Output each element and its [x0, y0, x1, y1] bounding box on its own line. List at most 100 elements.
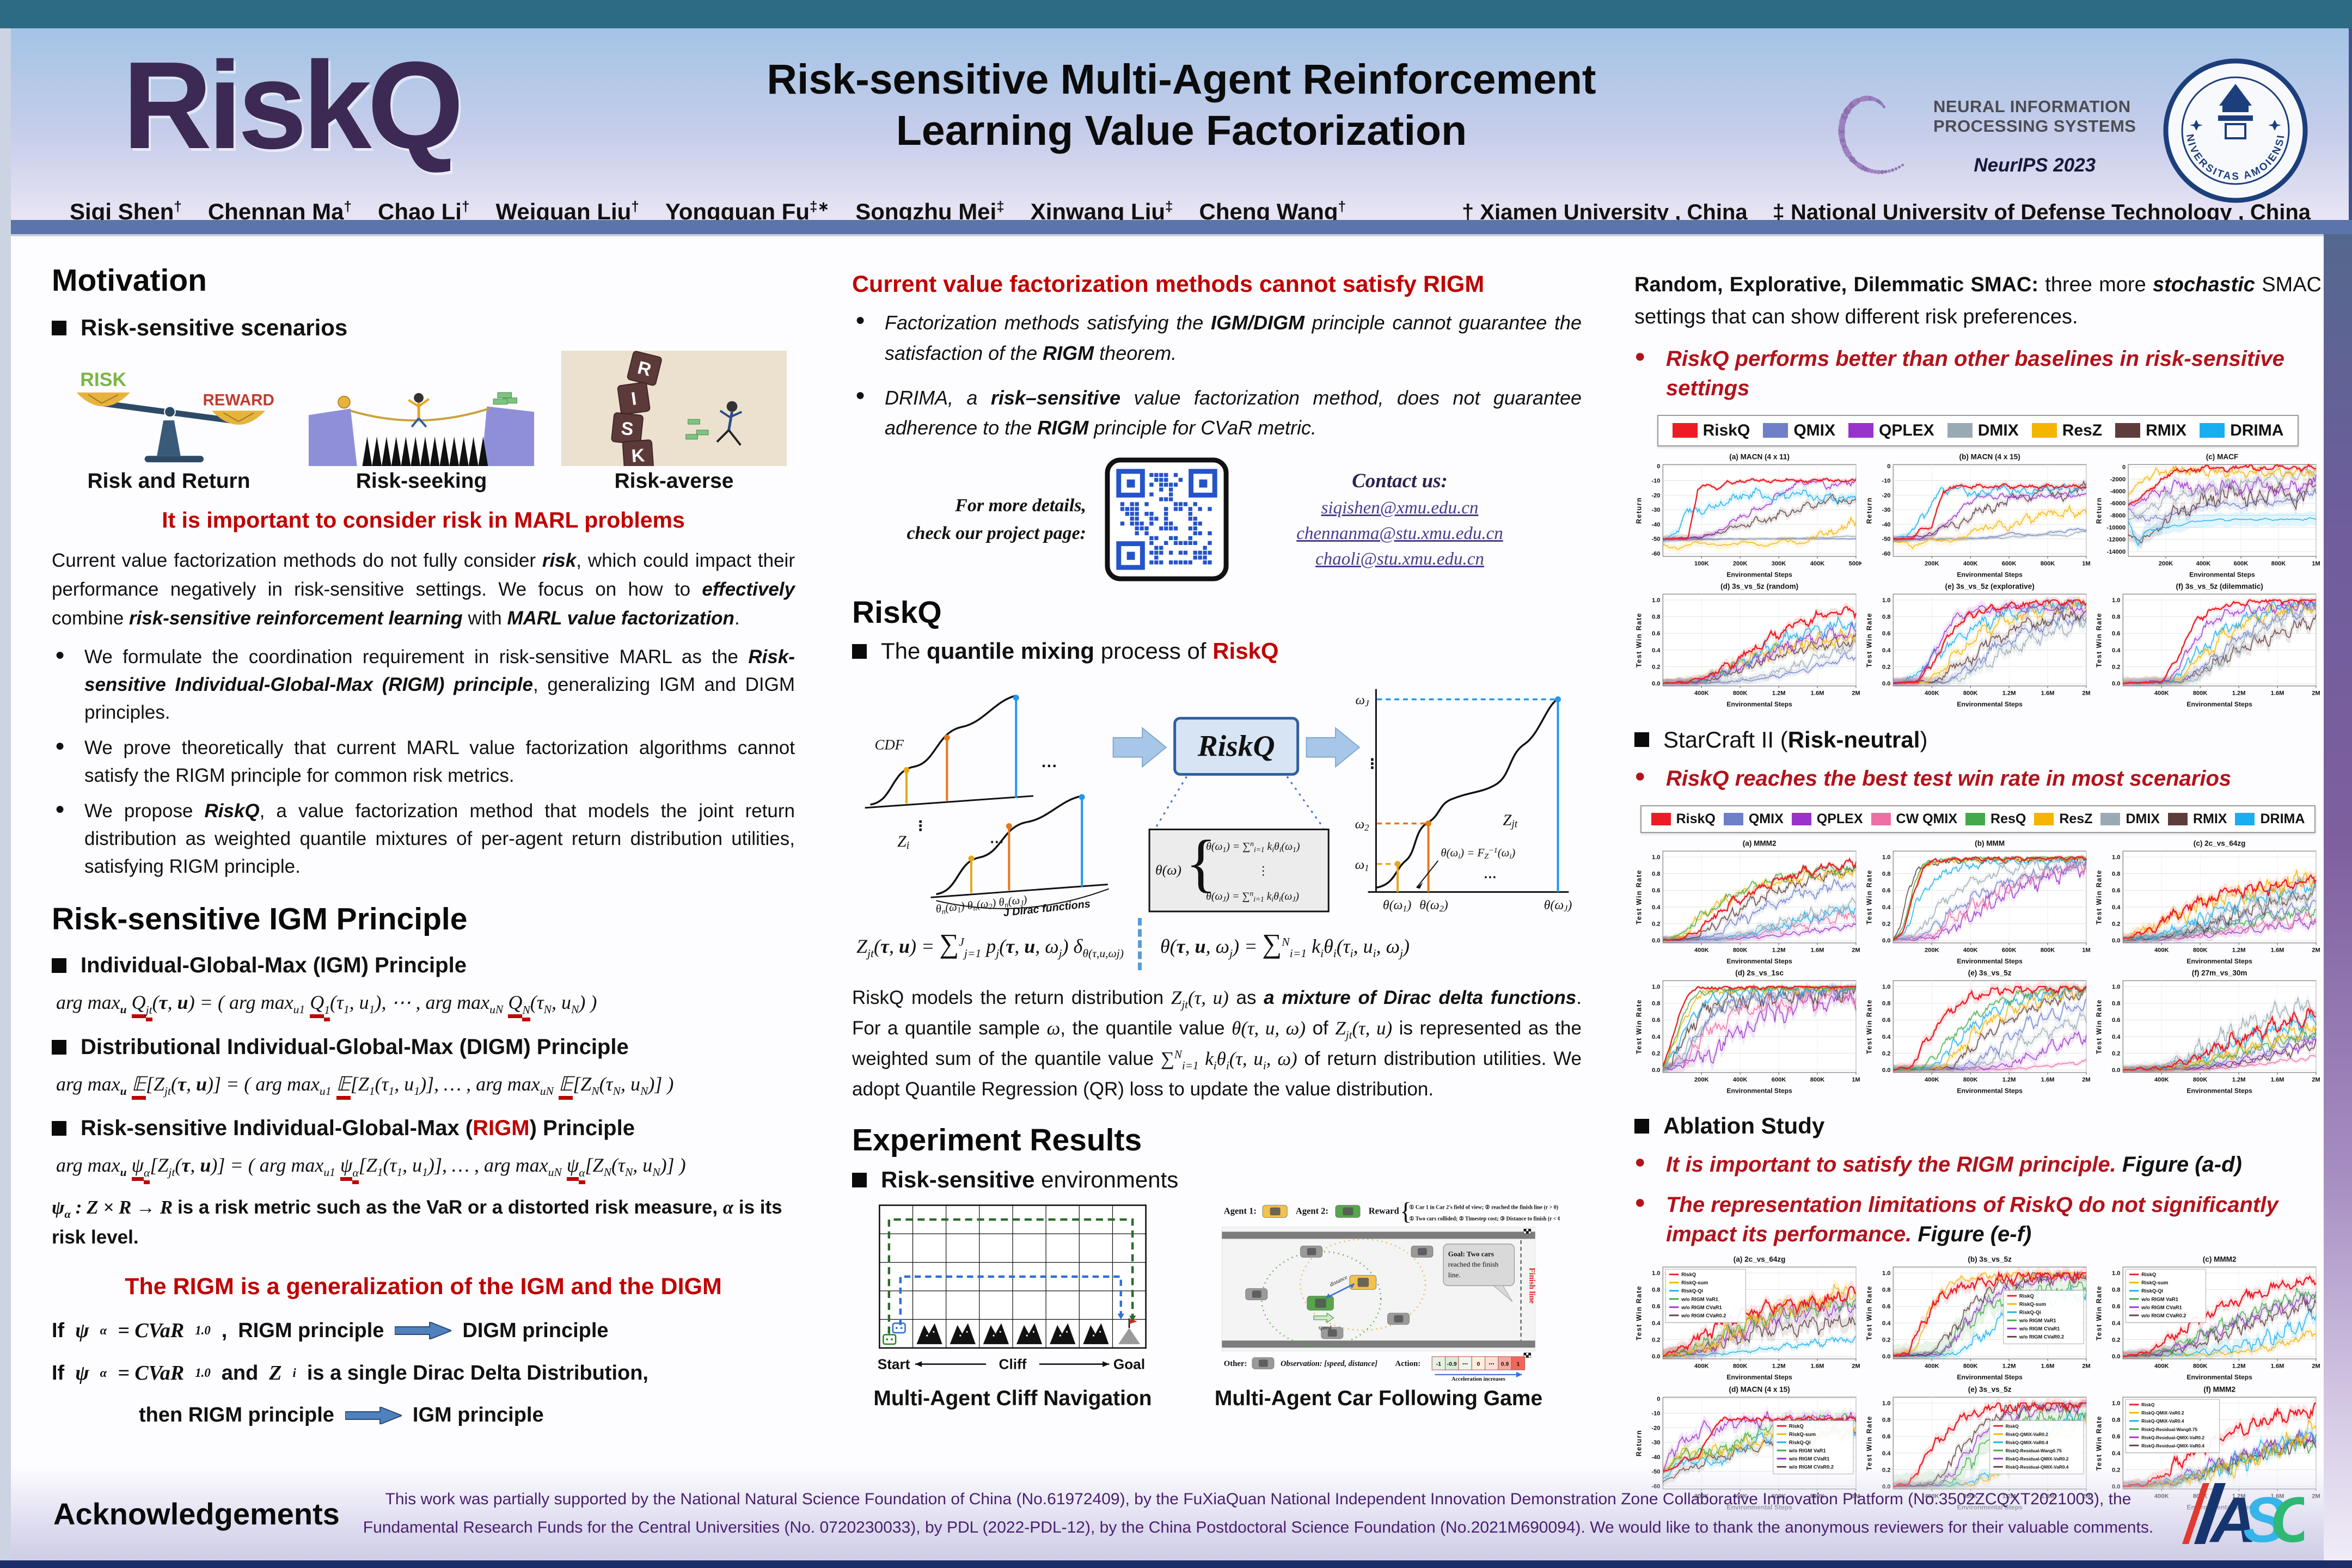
svg-text:800K: 800K	[1963, 1076, 1978, 1083]
qr-code[interactable]	[1105, 457, 1229, 581]
plot--a-macn-4-x-11-: 0 -10 -20 -30 -40 -50 -60 100K 200K 300K 400K 500K (…	[1634, 452, 1861, 580]
right-border	[2324, 234, 2352, 1568]
svg-text:0.4: 0.4	[1652, 1034, 1661, 1040]
svg-text:{: {	[1186, 827, 1217, 899]
svg-text:2M: 2M	[2082, 1076, 2090, 1083]
svg-text:-14000: -14000	[2107, 549, 2126, 555]
starcraft-legend: RiskQ QMIX QPLEX CW QMIX ResQ ResZ DMIX RMIX DRI…	[1640, 805, 2316, 833]
svg-text:(a) MMM2: (a) MMM2	[1743, 839, 1777, 847]
svg-text:0.0: 0.0	[2112, 681, 2120, 687]
svg-text:1.0: 1.0	[2112, 597, 2120, 604]
plot--f-27m-vs-30m: 0.0 0.2 0.4 0.6 0.8 1.0 400K 800K 1.2M 1.6M 2M (f) …	[2094, 968, 2322, 1097]
svg-text:800K: 800K	[1733, 947, 1748, 953]
svg-text:1.6M: 1.6M	[1811, 1363, 1824, 1370]
svg-text:2M: 2M	[2312, 1076, 2320, 1083]
svg-text:(c) MACF: (c) MACF	[2206, 452, 2238, 461]
email-link[interactable]: chaoli@stu.xmu.edu.cn	[1315, 549, 1484, 569]
legend-item: DRIMA	[2200, 421, 2283, 440]
svg-text:⋯: ⋯	[1462, 1361, 1468, 1367]
svg-text:⋮: ⋮	[1365, 757, 1380, 772]
svg-text:1.6M: 1.6M	[2271, 947, 2284, 953]
svg-text:-60: -60	[1651, 550, 1660, 557]
svg-text:RiskQ-QMIX-VaR0.2: RiskQ-QMIX-VaR0.2	[2142, 1410, 2185, 1416]
risk-seeking-card: Risk-seeking	[304, 351, 538, 493]
svg-text:0.4: 0.4	[1882, 647, 1891, 654]
svg-text:0.6: 0.6	[1882, 1304, 1890, 1310]
email-link[interactable]: chennanma@stu.xmu.edu.cn	[1296, 524, 1503, 544]
legend-swatch	[2100, 812, 2121, 825]
svg-text:RiskQ: RiskQ	[2019, 1294, 2034, 1299]
svg-text:0.0: 0.0	[2112, 1067, 2120, 1074]
svg-text:(c) MMM2: (c) MMM2	[2203, 1255, 2237, 1264]
svg-text:0.4: 0.4	[2112, 1320, 2121, 1327]
top-border	[0, 0, 2352, 28]
car-following-figure: Agent 1: Agent 2: Reward{① Car 1 in Car 2'…	[1197, 1198, 1563, 1411]
svg-text:1.0: 1.0	[1652, 597, 1660, 604]
legend-item: RMIX	[2167, 811, 2227, 827]
svg-text:-40: -40	[1651, 1454, 1660, 1461]
svg-text:1.2M: 1.2M	[2002, 1076, 2016, 1083]
svg-text:Environmental Steps: Environmental Steps	[1957, 1087, 2023, 1095]
cannot-satisfy-heading: Current value factorization methods cann…	[852, 271, 1485, 297]
svg-text:1.0: 1.0	[1882, 1400, 1890, 1407]
svg-text:0.4: 0.4	[2112, 647, 2121, 654]
svg-text:1.0: 1.0	[1882, 984, 1890, 990]
legend-swatch	[2115, 423, 2141, 438]
square-bullet-icon	[852, 644, 867, 659]
rigm-important-statement: It is important to satisfy the RIGM prin…	[1634, 1150, 2322, 1179]
svg-text:1.2M: 1.2M	[2232, 947, 2246, 953]
svg-text:RiskQ-Residual-Wang0.75: RiskQ-Residual-Wang0.75	[2142, 1426, 2198, 1432]
svg-text:RiskQ: RiskQ	[2005, 1423, 2019, 1429]
svg-text:⋮: ⋮	[914, 819, 928, 834]
svg-text:200K: 200K	[1925, 560, 1939, 567]
svg-text:0.8: 0.8	[1652, 1287, 1660, 1294]
email-link[interactable]: siqishen@xmu.edu.cn	[1321, 498, 1479, 518]
svg-text:0.2: 0.2	[1882, 921, 1890, 927]
poster-title: Risk-sensitive Multi-Agent Reinforcement…	[593, 54, 1769, 157]
svg-text:RiskQ-QMIX-VaR0.4: RiskQ-QMIX-VaR0.4	[2005, 1440, 2048, 1445]
legend-swatch	[1791, 812, 1811, 825]
svg-text:400K: 400K	[2154, 690, 2169, 697]
svg-text:θ(ω1) = ∑ni=1 kiθi(ω1): θ(ω1) = ∑ni=1 kiθi(ω1)	[1206, 840, 1300, 854]
representation-statement: The representation limitations of RiskQ …	[1634, 1190, 2322, 1249]
svg-text:0.6: 0.6	[2112, 1017, 2120, 1024]
svg-text:0: 0	[1657, 463, 1660, 470]
svg-text:1.2M: 1.2M	[2232, 1363, 2246, 1370]
asc-logo: ASC	[2179, 1475, 2318, 1556]
cliff-navigation-figure: Start Cliff Goal Multi-Agent Cliff Navigat…	[852, 1200, 1173, 1411]
svg-text:Return: Return	[1636, 497, 1643, 524]
legend-swatch	[2167, 812, 2188, 825]
legend-swatch	[1848, 423, 1873, 438]
svg-text:1.6M: 1.6M	[1811, 690, 1824, 697]
svg-text:0: 0	[1477, 1361, 1480, 1367]
svg-text:θ(ωJ): θ(ωJ)	[1544, 898, 1572, 914]
svg-text:(e) 3s_vs_5z: (e) 3s_vs_5z	[1968, 1385, 2011, 1393]
svg-text:Environmental Steps: Environmental Steps	[1957, 701, 2023, 708]
svg-text:Environmental Steps: Environmental Steps	[2187, 957, 2253, 965]
plot--b-macn-4-x-15-: 0 -10 -20 -30 -40 -50 -60 200K 400K 600K 800K 1M (b)…	[1865, 452, 2092, 580]
svg-text:-30: -30	[1882, 507, 1890, 513]
svg-text:θ(ω1): θ(ω1)	[1383, 898, 1411, 914]
svg-text:0.6: 0.6	[1652, 1304, 1660, 1310]
svg-text:···: ···	[1042, 757, 1058, 775]
svg-text:400K: 400K	[1925, 690, 1939, 697]
svg-text:1M: 1M	[2082, 947, 2090, 953]
svg-text:0.6: 0.6	[1652, 630, 1660, 637]
svg-text:Finish line: Finish line	[1527, 1268, 1536, 1304]
svg-text:Zjt: Zjt	[1503, 812, 1517, 830]
plot--c-mmm2: 0.0 0.2 0.4 0.6 0.8 1.0 400K 800K 1.2M 1.6M 2M (c) …	[2094, 1254, 2322, 1383]
svg-text:(b) MMM: (b) MMM	[1975, 839, 2005, 847]
svg-text:0.8: 0.8	[1882, 1417, 1890, 1423]
svg-text:RiskQ-sum: RiskQ-sum	[2142, 1281, 2169, 1286]
contact-block: Contact us: siqishen@xmu.edu.cn chennanm…	[1247, 469, 1552, 569]
scenario-cards: RISK REWARD Risk and Return Risk-seeking …	[52, 351, 795, 493]
neurips-swirl-icon	[1813, 61, 1930, 189]
svg-text:1.6M: 1.6M	[1811, 947, 1824, 953]
smac-legend: RiskQ QMIX QPLEX DMIX ResZ RMIX DRIMA	[1657, 414, 2299, 446]
svg-text:200K: 200K	[2159, 560, 2173, 567]
svg-text:-2000: -2000	[2110, 476, 2126, 483]
left-column: Motivation Risk-sensitive scenarios RISK…	[52, 236, 795, 1427]
svg-text:RiskQ: RiskQ	[1197, 730, 1275, 763]
svg-text:Test Win Rate: Test Win Rate	[1636, 612, 1643, 667]
